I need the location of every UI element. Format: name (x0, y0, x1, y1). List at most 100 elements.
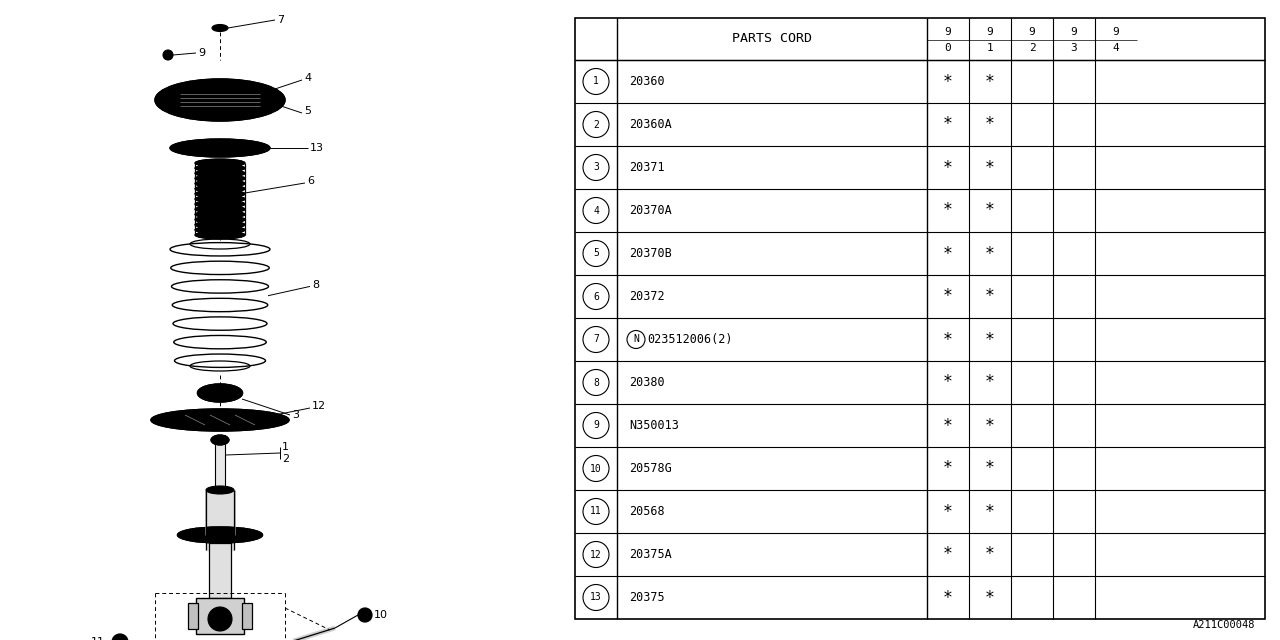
Text: 2: 2 (1029, 44, 1036, 53)
Circle shape (358, 608, 372, 622)
Ellipse shape (195, 164, 244, 172)
Ellipse shape (206, 387, 234, 399)
Text: *: * (943, 374, 954, 392)
Text: 20371: 20371 (628, 161, 664, 174)
Text: 12: 12 (312, 401, 326, 411)
Text: PARTS CORD: PARTS CORD (732, 33, 812, 45)
Circle shape (165, 52, 170, 58)
Text: 20372: 20372 (628, 290, 664, 303)
Text: 6: 6 (307, 176, 314, 186)
Text: 20375: 20375 (628, 591, 664, 604)
Ellipse shape (178, 527, 262, 543)
Ellipse shape (212, 390, 227, 396)
Text: 2: 2 (282, 454, 289, 464)
Text: *: * (986, 159, 995, 177)
Text: 12: 12 (590, 550, 602, 559)
Text: *: * (943, 502, 954, 520)
Text: 0: 0 (945, 44, 951, 53)
Text: *: * (986, 545, 995, 563)
Text: 1: 1 (282, 442, 289, 452)
Ellipse shape (195, 185, 244, 193)
Ellipse shape (155, 79, 285, 121)
Bar (188, 603, 198, 629)
Text: 7: 7 (276, 15, 284, 25)
Text: *: * (943, 545, 954, 563)
Text: 20370A: 20370A (628, 204, 672, 217)
Text: 1: 1 (987, 44, 993, 53)
Ellipse shape (211, 435, 229, 445)
Text: 5: 5 (593, 248, 599, 259)
Text: N350013: N350013 (628, 419, 678, 432)
Text: 9: 9 (987, 27, 993, 37)
Ellipse shape (170, 139, 270, 157)
Text: *: * (986, 244, 995, 262)
Text: 20375A: 20375A (628, 548, 672, 561)
Ellipse shape (215, 26, 224, 30)
Circle shape (163, 50, 173, 60)
Text: *: * (986, 589, 995, 607)
Text: 023512006(2): 023512006(2) (646, 333, 732, 346)
Ellipse shape (195, 231, 244, 239)
Text: 20578G: 20578G (628, 462, 672, 475)
Ellipse shape (195, 205, 244, 213)
Text: *: * (986, 374, 995, 392)
Circle shape (212, 612, 227, 626)
Ellipse shape (195, 190, 244, 198)
Ellipse shape (195, 226, 244, 234)
Text: 2: 2 (593, 120, 599, 129)
Ellipse shape (195, 211, 244, 218)
Text: *: * (986, 417, 995, 435)
Text: 13: 13 (590, 593, 602, 602)
Ellipse shape (206, 92, 234, 102)
Ellipse shape (195, 200, 244, 208)
Text: 1: 1 (593, 77, 599, 86)
Text: *: * (986, 72, 995, 90)
Text: 4: 4 (593, 205, 599, 216)
Text: *: * (986, 502, 995, 520)
Polygon shape (206, 490, 234, 550)
Bar (215, 435, 225, 490)
Text: 4: 4 (1112, 44, 1120, 53)
Text: 9: 9 (593, 420, 599, 431)
Text: 20370B: 20370B (628, 247, 672, 260)
Text: 9: 9 (198, 48, 205, 58)
Text: *: * (986, 202, 995, 220)
Text: 9: 9 (1112, 27, 1120, 37)
Text: *: * (986, 460, 995, 477)
Text: 5: 5 (305, 106, 311, 116)
Text: 7: 7 (593, 335, 599, 344)
Text: 10: 10 (590, 463, 602, 474)
Ellipse shape (195, 221, 244, 228)
Ellipse shape (195, 170, 244, 177)
Ellipse shape (178, 413, 262, 427)
Text: 3: 3 (1070, 44, 1078, 53)
Text: *: * (943, 330, 954, 349)
Ellipse shape (195, 88, 244, 106)
Text: 8: 8 (312, 280, 319, 289)
Text: *: * (986, 115, 995, 134)
Ellipse shape (183, 83, 257, 111)
Ellipse shape (200, 531, 241, 540)
Text: *: * (943, 287, 954, 305)
Bar (196, 598, 244, 634)
Text: 20568: 20568 (628, 505, 664, 518)
Ellipse shape (195, 175, 244, 182)
Text: 3: 3 (593, 163, 599, 173)
Text: 9: 9 (1029, 27, 1036, 37)
Ellipse shape (151, 409, 289, 431)
Text: A211C00048: A211C00048 (1193, 620, 1254, 630)
Text: *: * (943, 417, 954, 435)
Circle shape (207, 607, 232, 631)
Bar (575, 18, 1265, 619)
Text: *: * (986, 330, 995, 349)
Text: *: * (943, 202, 954, 220)
Text: 13: 13 (310, 143, 324, 153)
Text: *: * (943, 115, 954, 134)
Text: 20380: 20380 (628, 376, 664, 389)
Text: *: * (943, 72, 954, 90)
Text: *: * (986, 287, 995, 305)
Ellipse shape (197, 384, 242, 402)
Text: 8: 8 (593, 378, 599, 387)
Ellipse shape (212, 24, 228, 31)
Ellipse shape (195, 195, 244, 203)
